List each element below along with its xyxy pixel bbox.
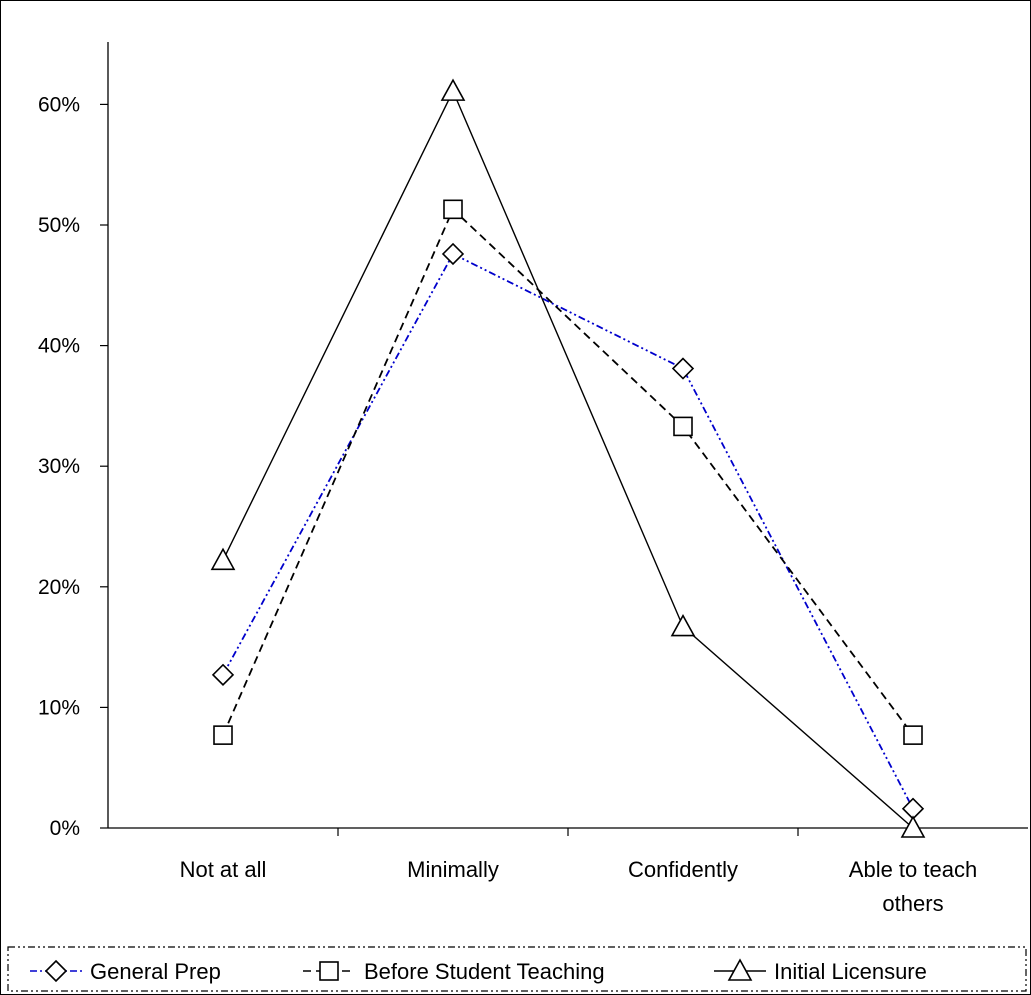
y-tick-label: 40% (38, 335, 80, 358)
series-line (222, 252, 914, 810)
x-category-label: Able to teach others (849, 857, 977, 916)
data-point (673, 416, 693, 437)
series-1 (211, 242, 925, 820)
legend-marker (44, 959, 68, 983)
legend: General Prep Before Student Teaching Initi… (7, 946, 1027, 992)
data-point (670, 613, 696, 637)
legend-marker (727, 958, 753, 981)
y-axis-ticks: 0% 10% 20% 30% 40% 50% 60% (38, 93, 108, 840)
data-point (441, 242, 465, 266)
series-line (222, 89, 914, 829)
data-point (211, 663, 235, 686)
series-3 (210, 78, 926, 838)
y-tick-label: 20% (38, 576, 80, 599)
series-2 (213, 199, 923, 745)
data-point (443, 199, 463, 220)
data-point (213, 725, 233, 745)
x-axis-ticks: Not at all Minimally Confidently Able to te… (180, 828, 977, 916)
data-point (671, 357, 695, 380)
x-category-label: Not at all (180, 857, 267, 882)
series-line (222, 207, 914, 736)
legend-item: Before Student Teaching (303, 959, 605, 984)
y-tick-label: 0% (50, 817, 80, 840)
data-point (903, 725, 923, 745)
y-tick-label: 50% (38, 214, 80, 237)
x-category-label: Confidently (628, 857, 738, 882)
y-tick-label: 10% (38, 696, 80, 719)
axes (107, 42, 1028, 829)
legend-label: General Prep (90, 959, 221, 984)
y-tick-label: 30% (38, 455, 80, 478)
data-point (900, 815, 926, 838)
legend-label: Before Student Teaching (364, 959, 605, 984)
data-point (440, 78, 466, 101)
legend-label: Initial Licensure (774, 959, 927, 984)
legend-marker (319, 961, 339, 981)
y-tick-label: 60% (38, 93, 80, 116)
legend-item: Initial Licensure (714, 958, 927, 984)
data-point (210, 547, 236, 571)
x-category-label: Minimally (407, 857, 499, 882)
legend-box (7, 946, 1027, 992)
series-layer (210, 78, 926, 838)
legend-item: General Prep (30, 959, 221, 984)
